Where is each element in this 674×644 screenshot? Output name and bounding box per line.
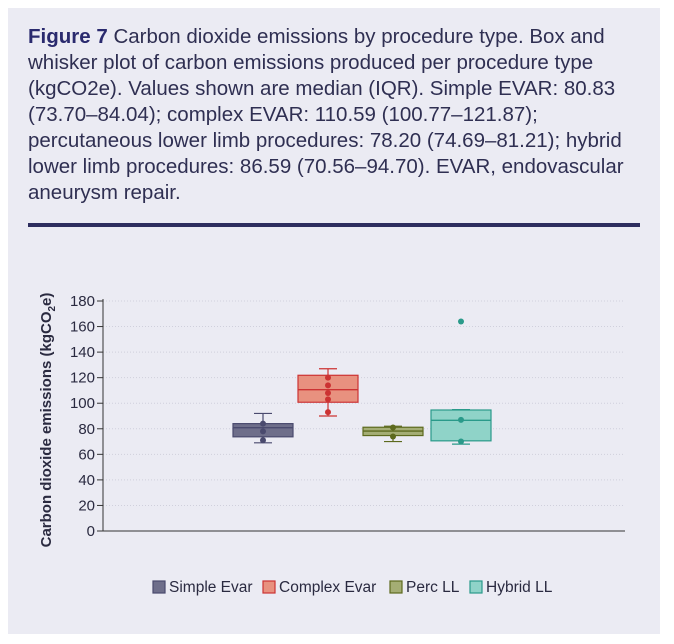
data-point <box>325 409 331 416</box>
caption-divider <box>28 223 640 227</box>
legend-item-perc-ll: Perc LL <box>389 579 460 596</box>
gridlines <box>103 300 625 506</box>
data-point <box>458 318 464 325</box>
data-point <box>260 420 266 427</box>
iqr-box <box>430 409 492 442</box>
legend-item-complex-evar: Complex Evar <box>262 579 376 596</box>
legend-label: Perc LL <box>406 579 460 596</box>
y-tick-label: 100 <box>70 395 95 412</box>
box-complex-evar <box>297 368 359 417</box>
legend-swatch <box>152 580 166 594</box>
y-axis-label-main: Carbon dioxide emissions (kgCO <box>38 311 55 547</box>
legend: Simple Evar Complex Evar Perc LL Hybrid LL <box>152 579 553 596</box>
y-tick-label: 40 <box>78 472 95 489</box>
y-axis-label-sub: 2 <box>47 306 58 312</box>
y-axis-label-end: e) <box>38 293 55 306</box>
data-point <box>325 390 331 396</box>
y-axis-label: Carbon dioxide emissions (kgCO2e) <box>38 293 58 548</box>
data-point <box>260 437 266 444</box>
data-point <box>325 374 331 381</box>
box-perc-ll <box>362 424 424 443</box>
y-tick-label: 20 <box>78 497 95 514</box>
legend-swatch <box>389 580 403 594</box>
data-point <box>260 428 266 435</box>
y-tick-label: 80 <box>78 421 95 438</box>
legend-label: Simple Evar <box>169 579 253 596</box>
figure-panel <box>8 8 660 634</box>
caption-text: Carbon dioxide emissions by procedure ty… <box>28 25 624 204</box>
y-axis: 0 20 40 60 80 100 120 140 160 180 <box>70 293 625 540</box>
y-tick-label: 140 <box>70 344 95 361</box>
y-tick-label: 160 <box>70 319 95 336</box>
box-simple-evar <box>232 412 294 444</box>
data-point <box>390 424 396 431</box>
boxes <box>232 318 492 445</box>
y-tick-label: 60 <box>78 446 95 463</box>
y-tick-label: 120 <box>70 370 95 387</box>
data-point <box>458 416 464 423</box>
legend-item-hybrid-ll: Hybrid LL <box>469 579 553 596</box>
legend-item-simple-evar: Simple Evar <box>152 579 253 596</box>
data-point <box>458 438 464 445</box>
box-hybrid-ll <box>430 318 492 445</box>
legend-label: Complex Evar <box>279 579 376 596</box>
figure-caption: Figure 7 Carbon dioxide emissions by pro… <box>28 24 638 206</box>
y-tick-label: 180 <box>70 293 95 310</box>
legend-swatch <box>469 580 483 594</box>
data-point <box>325 382 331 389</box>
data-point <box>390 433 396 440</box>
figure-label: Figure 7 <box>28 25 108 48</box>
legend-label: Hybrid LL <box>486 579 553 596</box>
data-point <box>325 396 331 403</box>
legend-swatch <box>262 580 276 594</box>
y-tick-label: 0 <box>87 523 95 540</box>
